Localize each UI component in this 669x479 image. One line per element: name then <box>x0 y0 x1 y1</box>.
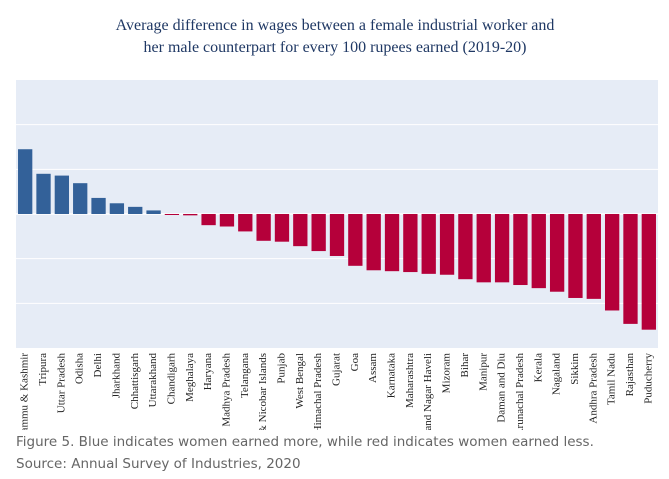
bars <box>18 149 656 330</box>
x-tick-label-27: Arunachal Pradesh <box>514 353 526 430</box>
x-tick-label-28: Kerala <box>532 353 544 382</box>
bar-31[interactable] <box>586 214 601 299</box>
x-tick-label-18: Goa <box>349 353 361 371</box>
bar-30[interactable] <box>568 214 583 298</box>
x-tick-label-33: Rajasthan <box>624 353 636 397</box>
bar-26[interactable] <box>494 214 510 283</box>
chart-title-line-2: her male counterpart for every 100 rupee… <box>144 39 527 56</box>
bar-27[interactable] <box>513 214 528 286</box>
x-tick-label-29: Nagaland <box>551 353 563 396</box>
bar-10[interactable] <box>201 214 216 226</box>
x-tick-label-20: Karnataka <box>386 353 398 398</box>
bar-18[interactable] <box>348 214 363 266</box>
bar-12[interactable] <box>238 214 253 232</box>
bar-5[interactable] <box>109 203 125 214</box>
x-tick-label-34: Puducherry <box>642 353 654 404</box>
bar-24[interactable] <box>458 214 473 280</box>
bar-20[interactable] <box>384 214 400 272</box>
x-tick-label-6: Chhattisgarh <box>129 353 141 410</box>
x-tick-label-22: Dadra and Nagar Haveli <box>422 353 434 430</box>
bar-11[interactable] <box>219 214 235 227</box>
bar-13[interactable] <box>256 214 271 241</box>
figure-caption: Figure 5. Blue indicates women earned mo… <box>16 434 594 450</box>
bar-32[interactable] <box>604 214 620 311</box>
bar-chart: Average difference in wages between a fe… <box>16 17 658 431</box>
x-tick-label-4: Delhi <box>92 353 104 377</box>
x-tick-label-32: Tamil Nadu <box>606 353 618 406</box>
bar-7[interactable] <box>146 210 161 214</box>
x-tick-label-19: Assam <box>367 353 379 383</box>
x-tick-label-9: Meghalaya <box>184 353 196 402</box>
x-tick-label-15: West Bengal <box>294 353 306 409</box>
x-tick-label-17: Gujarat <box>331 353 343 386</box>
bar-25[interactable] <box>476 214 491 283</box>
bar-16[interactable] <box>311 214 326 252</box>
x-tick-label-7: Uttarakhand <box>147 353 159 408</box>
x-tick-label-25: Manipur <box>477 353 489 391</box>
bar-17[interactable] <box>329 214 345 256</box>
bar-23[interactable] <box>439 214 455 275</box>
bar-22[interactable] <box>421 214 436 274</box>
x-tick-label-16: Himachal Pradesh <box>312 353 324 430</box>
x-tick-label-30: Sikkim <box>569 353 581 385</box>
x-tick-label-13: Andaman & Nicobar Islands <box>257 353 269 430</box>
bar-21[interactable] <box>403 214 418 273</box>
bar-34[interactable] <box>641 214 656 330</box>
bar-6[interactable] <box>128 206 143 214</box>
bar-1[interactable] <box>36 173 51 214</box>
x-tick-label-3: Odisha <box>74 353 86 384</box>
x-tick-label-31: Andhra Pradesh <box>587 353 599 424</box>
x-tick-label-26: Daman and Diu <box>496 353 508 423</box>
x-tick-label-11: Madhya Pradesh <box>220 353 232 427</box>
x-tick-label-24: Bihar <box>459 353 471 378</box>
x-tick-label-0: Jammu & Kashmir <box>19 353 31 430</box>
x-tick-label-12: Telangana <box>239 353 251 398</box>
x-tick-label-14: Punjab <box>276 353 288 384</box>
bar-15[interactable] <box>293 214 308 247</box>
bar-8[interactable] <box>164 214 180 215</box>
x-axis-labels: Jammu & Kashmir Tripura Uttar Pradesh Odish… <box>19 353 655 431</box>
x-tick-label-5: Jharkhand <box>110 353 122 399</box>
bar-0[interactable] <box>18 149 33 214</box>
x-tick-label-2: Uttar Pradesh <box>55 353 67 414</box>
bar-14[interactable] <box>274 214 290 242</box>
bar-19[interactable] <box>366 214 381 271</box>
chart-title-line-1: Average difference in wages between a fe… <box>116 17 555 34</box>
bar-4[interactable] <box>91 197 106 214</box>
source-caption: Source: Annual Survey of Industries, 202… <box>16 456 301 472</box>
bar-9[interactable] <box>183 214 198 216</box>
x-tick-label-8: Chandigarh <box>165 353 177 405</box>
bar-28[interactable] <box>531 214 546 289</box>
bar-3[interactable] <box>73 183 88 214</box>
bar-33[interactable] <box>623 214 638 324</box>
bar-29[interactable] <box>549 214 565 292</box>
bar-2[interactable] <box>54 175 70 214</box>
x-tick-label-23: Mizoram <box>441 353 453 394</box>
x-tick-label-10: Haryana <box>202 353 214 390</box>
x-tick-label-21: Maharashtra <box>404 353 416 408</box>
x-tick-label-1: Tripura <box>37 353 49 386</box>
